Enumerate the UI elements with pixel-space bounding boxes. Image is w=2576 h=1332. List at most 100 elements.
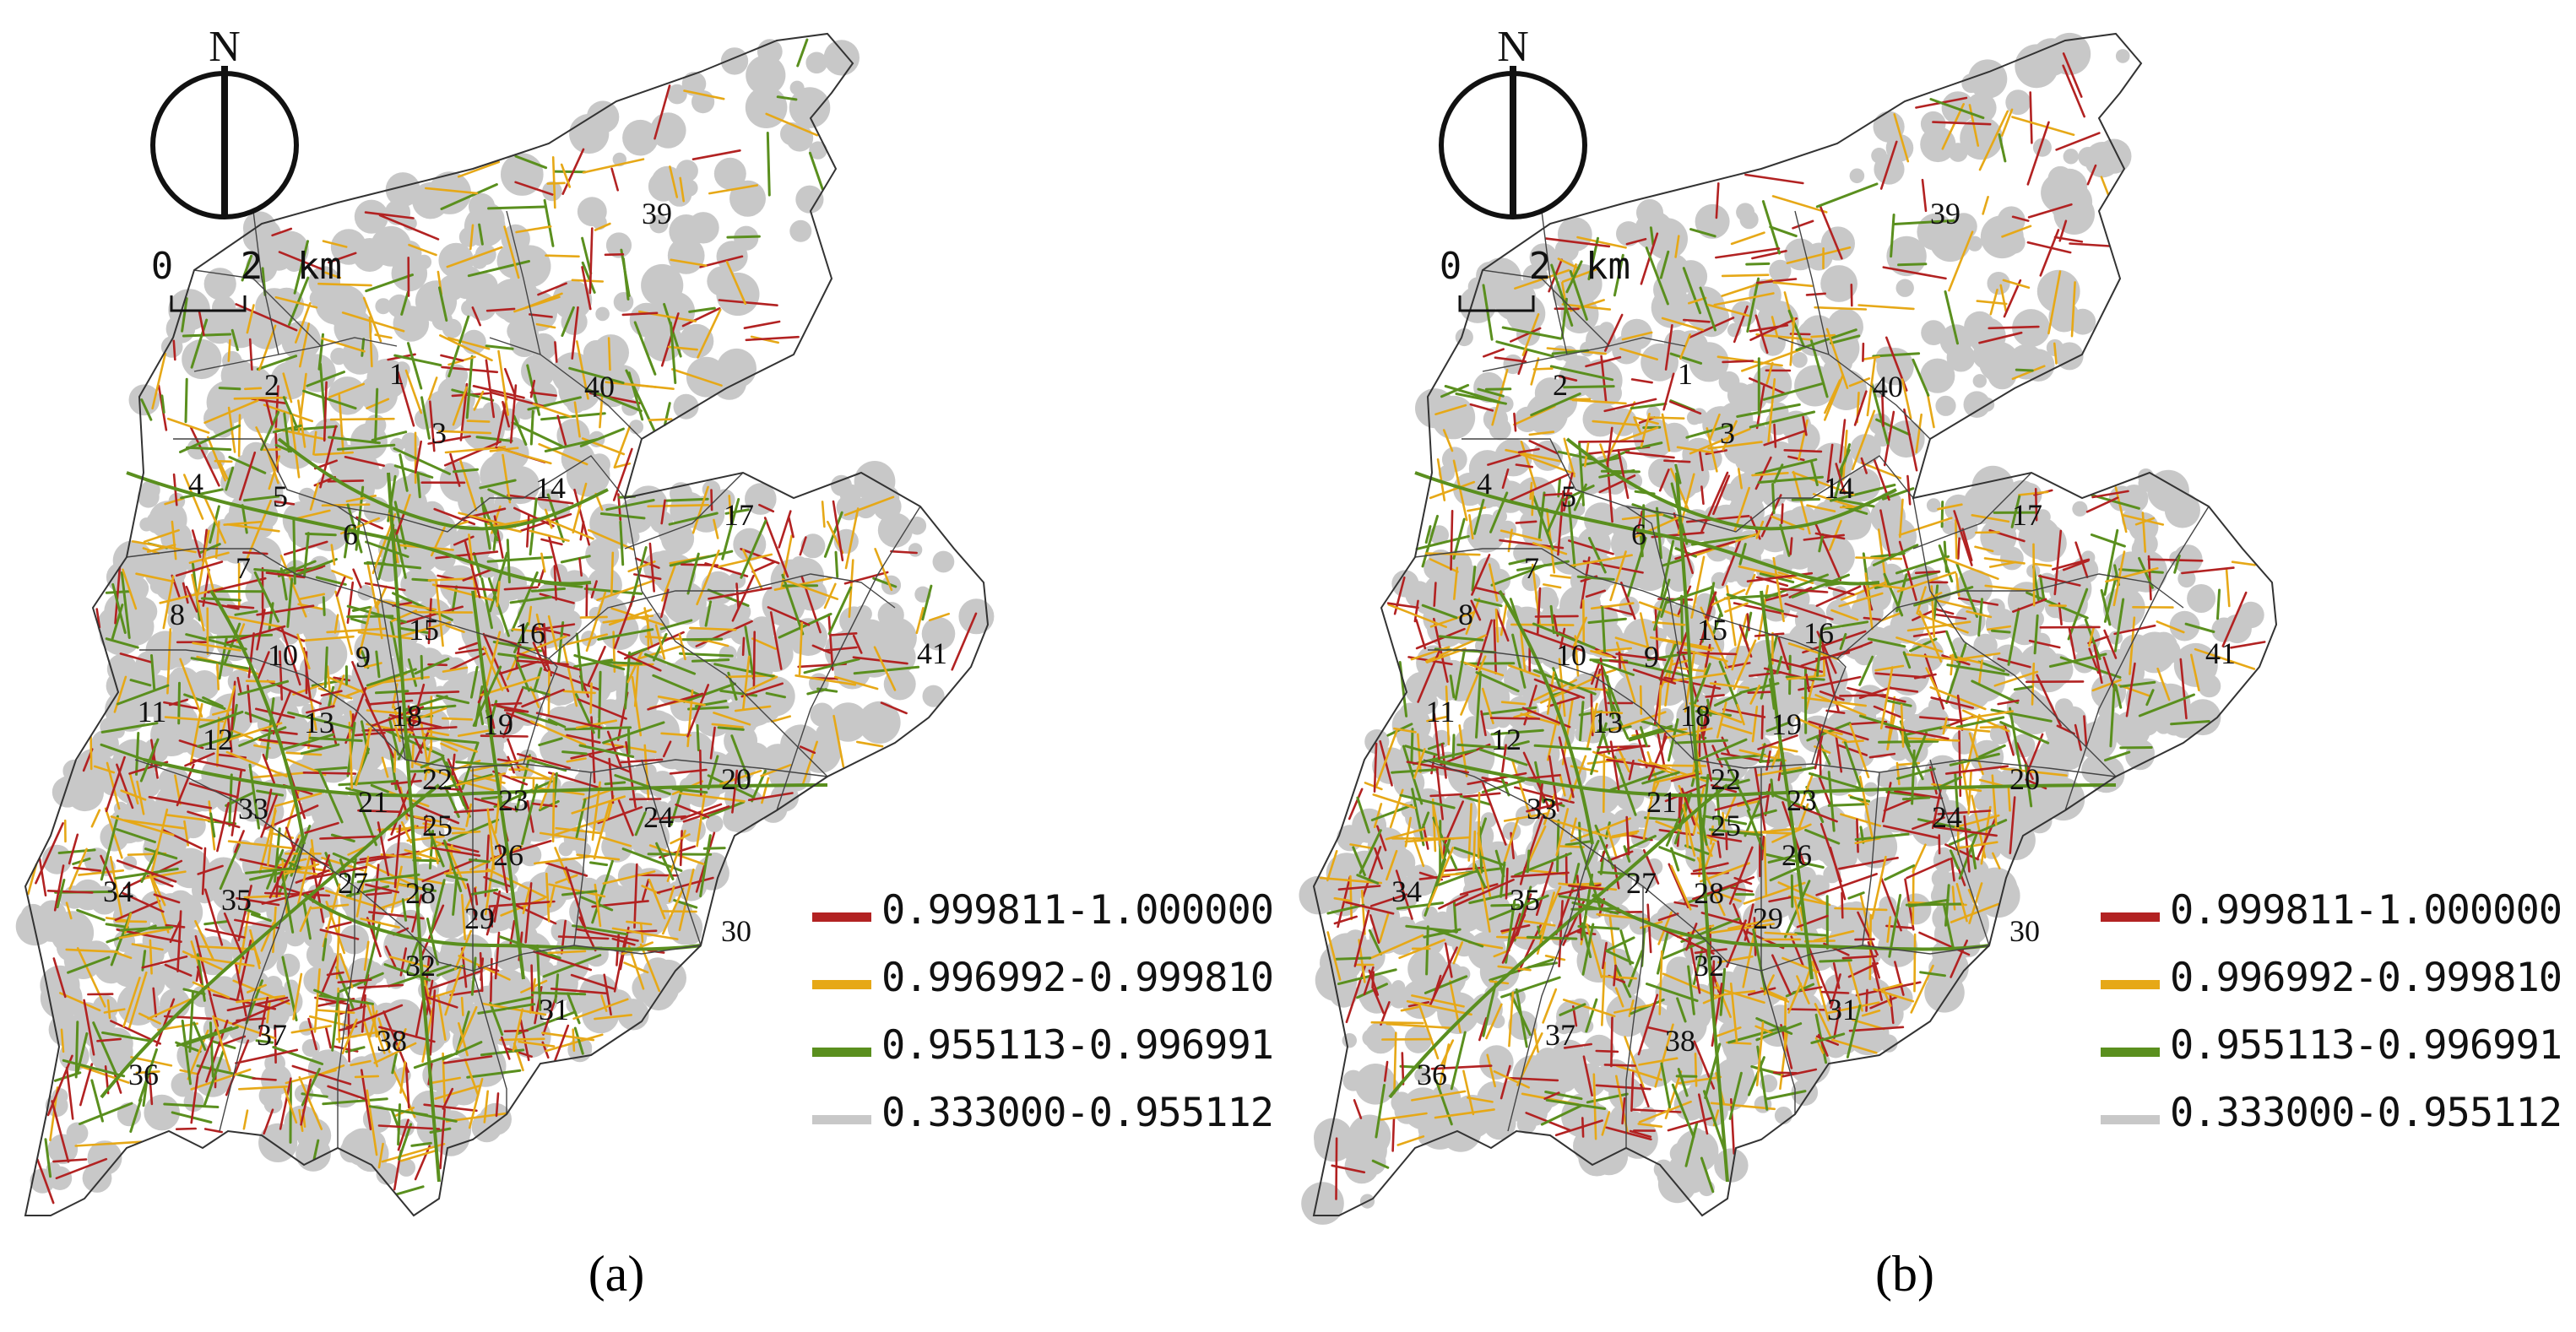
road-segment [1955, 519, 1958, 560]
road-segment [307, 1017, 318, 1051]
road-segment [2100, 176, 2110, 196]
road-segment [1558, 658, 1566, 717]
road-segment [391, 1053, 398, 1075]
road-segment [1813, 929, 1855, 942]
low-value-area-patch [52, 777, 84, 808]
road-segment [2062, 64, 2086, 118]
road-segment [1987, 625, 2012, 631]
road-segment [1356, 796, 1370, 834]
road-segment [183, 693, 226, 710]
road-segment [120, 571, 131, 639]
road-segment [209, 812, 216, 838]
road-segment [644, 652, 697, 675]
low-value-area-patch [2184, 699, 2221, 736]
road-segment [1670, 847, 1680, 872]
road-segment [1348, 788, 1364, 820]
road-segment [744, 625, 755, 680]
road-segment [671, 788, 708, 794]
road-segment [2156, 620, 2185, 634]
road-segment [1674, 739, 1728, 745]
road-segment [2119, 680, 2156, 688]
low-value-area-patch [876, 617, 917, 658]
road-segment [388, 717, 400, 756]
low-value-area-patch [1849, 168, 1865, 184]
road-segment [532, 623, 576, 631]
road-segment [1619, 581, 1636, 620]
road-segment [725, 260, 747, 306]
road-segment [163, 1102, 220, 1108]
road-segment [237, 1086, 289, 1091]
road-segment [1459, 883, 1499, 896]
road-segment [1659, 250, 1670, 279]
road-segment [65, 902, 73, 920]
road-segment [485, 344, 514, 350]
low-value-area-patch [311, 739, 355, 783]
road-segment [1977, 660, 2005, 673]
road-segment [1592, 420, 1641, 427]
low-value-area-patch [1972, 374, 1987, 388]
road-segment [1411, 994, 1465, 1008]
road-segment [1547, 696, 1581, 708]
road-segment [100, 815, 119, 881]
district-number: 41 [917, 636, 947, 670]
road-segment [1854, 837, 1881, 845]
road-segment [166, 417, 210, 434]
road-segment [1449, 674, 1456, 699]
road-segment [513, 622, 529, 653]
road-segment [423, 986, 432, 1017]
low-value-area-patch [313, 608, 335, 630]
road-segment [2141, 512, 2147, 553]
low-value-area-patch [652, 511, 668, 527]
road-segment [1500, 701, 1527, 706]
road-segment [229, 703, 238, 744]
road-segment [56, 879, 66, 909]
road-segment [457, 160, 501, 178]
road-segment [360, 1069, 372, 1131]
road-segment [1546, 495, 1565, 534]
road-segment [1738, 624, 1753, 658]
low-value-area-patch [1792, 352, 1808, 368]
road-segment [548, 885, 556, 908]
district-boundary [624, 472, 744, 550]
road-segment [1513, 404, 1556, 426]
road-segment [241, 504, 248, 534]
scale-bar: 0 2 km [151, 245, 342, 312]
road-segment [256, 651, 270, 681]
road-segment [1606, 758, 1671, 770]
road-segment [1783, 997, 1787, 1051]
road-segment [301, 1068, 321, 1107]
low-value-area-patch [593, 334, 629, 371]
low-value-area-patch [438, 242, 474, 279]
road-segment [304, 821, 339, 834]
road-segment [1592, 710, 1624, 715]
road-segment [367, 911, 425, 920]
road-segment [1614, 636, 1653, 650]
road-segment [1680, 594, 1684, 647]
road-segment [1674, 235, 1680, 258]
road-segment [1840, 813, 1882, 827]
road-segment [1661, 317, 1705, 332]
road-segment [150, 654, 156, 690]
road-segment [718, 553, 773, 568]
road-segment [621, 311, 659, 317]
road-segment [1733, 305, 1749, 344]
low-value-area-patch [2037, 792, 2053, 806]
road-segment [317, 282, 372, 287]
road-segment [225, 750, 288, 778]
district-number: 36 [128, 1058, 159, 1091]
road-segment [410, 1141, 432, 1147]
road-segment [414, 1145, 431, 1181]
road-segment [2086, 164, 2097, 186]
road-segment [223, 912, 245, 960]
road-segment [180, 488, 224, 500]
road-segment [324, 271, 342, 279]
road-segment [568, 366, 625, 385]
road-segment [1933, 826, 1998, 837]
low-value-area-patch [396, 1008, 423, 1035]
road-segment [458, 642, 479, 651]
road-segment [1610, 1016, 1613, 1068]
road-segment [453, 468, 479, 474]
road-segment [915, 606, 925, 635]
road-segment [1521, 313, 1540, 357]
